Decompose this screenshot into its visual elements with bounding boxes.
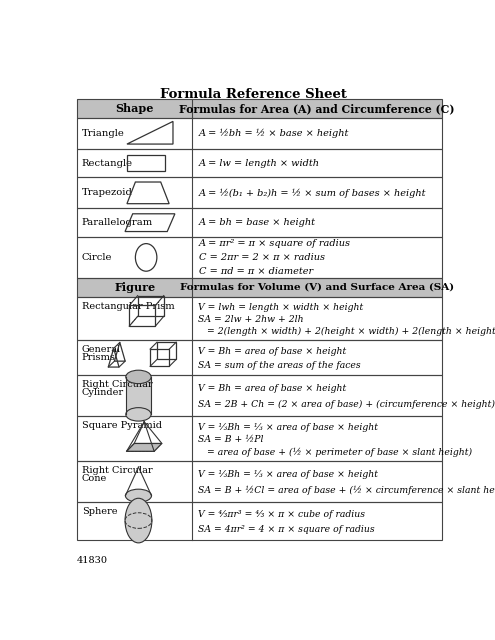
- Text: SA = 4πr² = 4 × π × square of radius: SA = 4πr² = 4 × π × square of radius: [198, 525, 374, 534]
- Text: Cylinder: Cylinder: [82, 388, 124, 397]
- Text: SA = sum of the areas of the faces: SA = sum of the areas of the faces: [198, 361, 360, 370]
- Bar: [77, 148, 442, 177]
- Text: SA = B + ½Cl = area of base + (½ × circumference × slant height): SA = B + ½Cl = area of base + (½ × circu…: [198, 486, 495, 495]
- Bar: [77, 340, 442, 376]
- Bar: [77, 209, 442, 237]
- Text: Cone: Cone: [82, 474, 107, 483]
- Bar: [77, 118, 442, 148]
- Bar: [77, 296, 442, 340]
- Bar: [126, 377, 151, 414]
- Text: Formulas for Volume (V) and Surface Area (SA): Formulas for Volume (V) and Surface Area…: [180, 283, 454, 292]
- Text: V = Bh = area of base × height: V = Bh = area of base × height: [198, 348, 346, 356]
- Bar: [77, 416, 442, 461]
- Text: V = ⁴⁄₃πr³ = ⁴⁄₃ × π × cube of radius: V = ⁴⁄₃πr³ = ⁴⁄₃ × π × cube of radius: [198, 509, 365, 518]
- Ellipse shape: [126, 408, 151, 421]
- Bar: [77, 99, 442, 118]
- Bar: [77, 99, 442, 118]
- Ellipse shape: [126, 370, 151, 383]
- Bar: [77, 278, 442, 296]
- Text: Circle: Circle: [82, 253, 112, 262]
- Bar: [77, 118, 442, 148]
- Text: A = ½bh = ½ × base × height: A = ½bh = ½ × base × height: [199, 129, 349, 138]
- Bar: [77, 237, 442, 278]
- Text: = 2(length × width) + 2(height × width) + 2(length × height): = 2(length × width) + 2(height × width) …: [198, 327, 495, 336]
- Bar: [77, 278, 442, 296]
- Text: Parallelogram: Parallelogram: [82, 218, 153, 227]
- Text: A = bh = base × height: A = bh = base × height: [199, 218, 316, 227]
- Bar: [77, 340, 442, 376]
- Text: Trapezoid: Trapezoid: [82, 188, 133, 197]
- Text: Prisms: Prisms: [82, 353, 116, 362]
- Text: Figure: Figure: [114, 282, 155, 292]
- Text: A = πr² = π × square of radius: A = πr² = π × square of radius: [199, 239, 351, 248]
- Bar: [77, 177, 442, 209]
- Text: SA = B + ½Pl: SA = B + ½Pl: [198, 435, 263, 444]
- Bar: [77, 148, 442, 177]
- Bar: [77, 416, 442, 461]
- Bar: [77, 296, 442, 340]
- Text: V = Bh = area of base × height: V = Bh = area of base × height: [198, 384, 346, 393]
- Bar: [77, 237, 442, 278]
- Bar: [77, 502, 442, 540]
- Bar: [77, 376, 442, 416]
- Text: V = ⅓Bh = ⅓ × area of base × height: V = ⅓Bh = ⅓ × area of base × height: [198, 422, 378, 431]
- Bar: [77, 461, 442, 502]
- Text: C = πd = π × diameter: C = πd = π × diameter: [199, 266, 313, 276]
- Text: = area of base + (½ × perimeter of base × slant height): = area of base + (½ × perimeter of base …: [198, 448, 472, 457]
- Text: General: General: [82, 345, 121, 354]
- Polygon shape: [127, 444, 162, 451]
- Bar: [77, 177, 442, 209]
- Text: Shape: Shape: [115, 103, 154, 114]
- Text: SA = 2lw + 2hw + 2lh: SA = 2lw + 2hw + 2lh: [198, 315, 303, 324]
- Ellipse shape: [125, 489, 151, 502]
- Bar: [77, 209, 442, 237]
- Text: SA = 2B + Ch = (2 × area of base) + (circumference × height): SA = 2B + Ch = (2 × area of base) + (cir…: [198, 400, 495, 409]
- Text: V = ⅓Bh = ⅓ × area of base × height: V = ⅓Bh = ⅓ × area of base × height: [198, 470, 378, 479]
- Bar: [77, 376, 442, 416]
- Text: Sphere: Sphere: [82, 506, 117, 516]
- Text: Triangle: Triangle: [82, 129, 125, 138]
- Text: V = lwh = length × width × height: V = lwh = length × width × height: [198, 303, 363, 312]
- Bar: [77, 461, 442, 502]
- Text: Right Circular: Right Circular: [82, 380, 152, 389]
- Text: C = 2πr = 2 × π × radius: C = 2πr = 2 × π × radius: [199, 253, 325, 262]
- Text: A = lw = length × width: A = lw = length × width: [199, 159, 320, 168]
- Text: Square Pyramid: Square Pyramid: [82, 420, 162, 430]
- Text: A = ½(b₁ + b₂)h = ½ × sum of bases × height: A = ½(b₁ + b₂)h = ½ × sum of bases × hei…: [199, 188, 426, 198]
- Text: Right Circular: Right Circular: [82, 466, 152, 475]
- Text: Rectangle: Rectangle: [82, 159, 133, 168]
- Bar: [77, 502, 442, 540]
- Text: Formula Reference Sheet: Formula Reference Sheet: [160, 88, 347, 100]
- Bar: [127, 155, 165, 172]
- Text: 41830: 41830: [77, 556, 108, 564]
- Text: Formulas for Area (A) and Circumference (C): Formulas for Area (A) and Circumference …: [179, 103, 454, 114]
- Ellipse shape: [125, 499, 152, 543]
- Text: Rectangular Prism: Rectangular Prism: [82, 301, 174, 310]
